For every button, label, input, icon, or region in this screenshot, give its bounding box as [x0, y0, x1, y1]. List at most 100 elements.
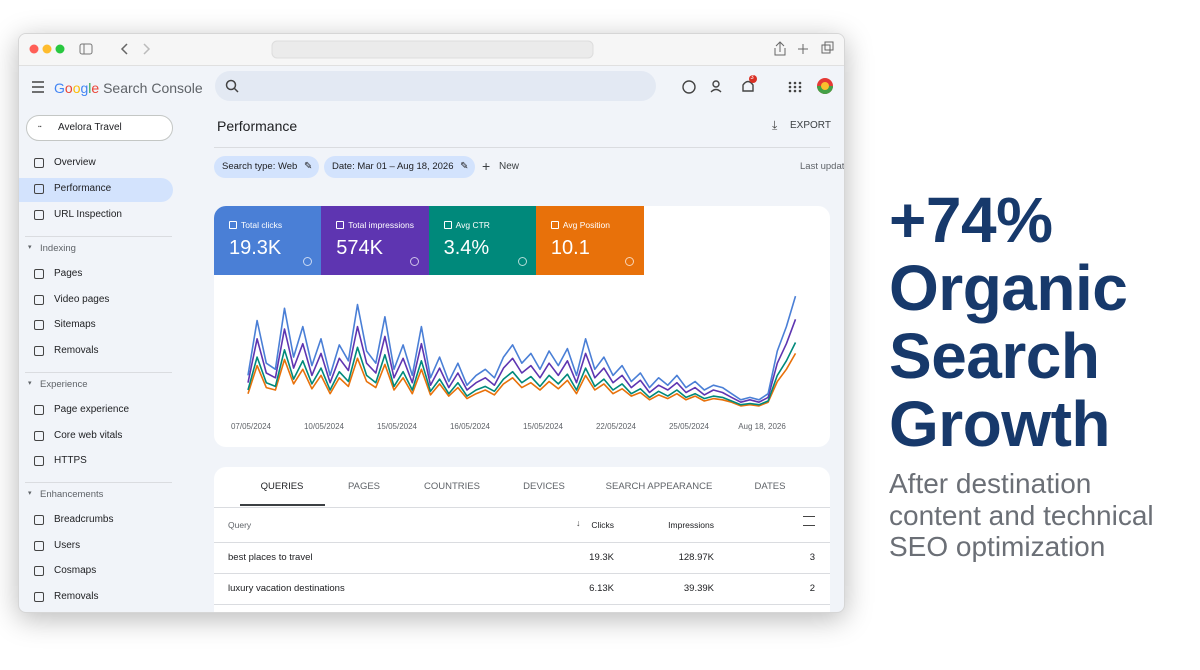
- property-selector[interactable]: ▪▪ Avelora Travel: [26, 115, 173, 141]
- divider: [214, 573, 830, 574]
- table-cell: best places to travel: [228, 552, 313, 563]
- metric-help: [410, 257, 420, 266]
- nav-icon: [34, 294, 44, 305]
- app-bar-icons: [32, 71, 833, 101]
- brand: Google: [54, 80, 99, 96]
- nav-divider: [25, 236, 172, 237]
- headline-line: Search: [889, 320, 1100, 392]
- nav-item[interactable]: Core web vitals: [54, 429, 123, 441]
- nav-item[interactable]: Page experience: [54, 404, 130, 416]
- nav-section-title: Indexing: [40, 243, 76, 254]
- export-icon: ⤓: [772, 118, 778, 132]
- divider: [214, 604, 830, 605]
- table-card: QUERIES PAGES COUNTRIES DEVICES SEARCH APPEA…: [214, 467, 830, 612]
- nav-item[interactable]: HTTPS: [54, 455, 87, 467]
- headline-line: Organic: [889, 252, 1128, 324]
- nav-icon: [34, 540, 44, 551]
- nav-icon: [34, 566, 44, 577]
- nav-section-title: Enhancements: [40, 489, 104, 500]
- toolbar-icons: [29, 40, 834, 59]
- metric-card[interactable]: Avg Position 10.1: [535, 206, 644, 275]
- new-filter[interactable]: New: [499, 161, 520, 172]
- last-updated: Last updated: 3 hours ago: [800, 161, 845, 172]
- metric-checkbox: [443, 221, 452, 229]
- table-cell: 128.97K: [678, 552, 714, 563]
- filter-chip[interactable]: Search type: Web ✎: [214, 156, 320, 178]
- nav-section-caret: ▾: [28, 244, 32, 251]
- headline-line: Growth: [889, 388, 1110, 460]
- nav-section-caret: ▾: [28, 380, 32, 387]
- property-name: Avelora Travel: [58, 122, 122, 133]
- filter-icon: [803, 516, 815, 526]
- tab[interactable]: PAGES: [347, 481, 381, 492]
- metric-card[interactable]: Total clicks 19.3K: [214, 206, 322, 275]
- nav-item[interactable]: Removals: [54, 344, 99, 356]
- metric-help: [303, 257, 312, 266]
- metric-label: Avg CTR: [455, 220, 490, 230]
- nav-item[interactable]: Cosmaps: [54, 565, 97, 577]
- metric-value: 574K: [336, 237, 384, 259]
- brand-letter: o: [72, 80, 81, 96]
- nav-divider: [25, 482, 172, 483]
- nav-item[interactable]: Performance: [54, 183, 112, 194]
- nav-icon: [34, 158, 44, 168]
- metric-label: Total clicks: [241, 220, 283, 230]
- table-cell: 2: [809, 583, 815, 594]
- nav-icon: [34, 184, 44, 194]
- metric-value: 3.4%: [443, 237, 490, 259]
- nav-item[interactable]: Sitemaps: [54, 319, 96, 331]
- table-cell: 6.13K: [589, 583, 614, 594]
- metric-value: 10.1: [550, 237, 590, 259]
- tab[interactable]: QUERIES: [260, 481, 304, 492]
- tab[interactable]: DATES: [754, 481, 786, 492]
- metric-checkbox: [550, 221, 559, 229]
- nav-icon: [34, 515, 44, 526]
- brand-letter: e: [91, 80, 100, 96]
- nav-icon: [34, 269, 44, 280]
- nav-item[interactable]: URL Inspection: [54, 209, 122, 220]
- divider: [214, 542, 830, 543]
- export-button[interactable]: EXPORT: [790, 120, 831, 131]
- nav-item[interactable]: Removals: [54, 590, 99, 602]
- column-header[interactable]: Impressions: [668, 520, 714, 530]
- subtitle-line: content and technical: [889, 499, 1154, 531]
- metric-label: Avg Position: [562, 220, 610, 230]
- nav-section-caret: ▾: [28, 490, 32, 497]
- sort-arrow: ↓: [576, 518, 581, 528]
- nav-icon: [34, 405, 44, 416]
- table-cell: 3: [809, 552, 815, 563]
- divider: [214, 507, 830, 508]
- subtitle-line: After destination: [889, 468, 1092, 499]
- brand-letter: o: [64, 80, 73, 96]
- metric-checkbox: [229, 221, 237, 229]
- nav-item[interactable]: Pages: [54, 268, 83, 280]
- nav-section-title: Experience: [40, 379, 88, 390]
- divider: [214, 147, 830, 148]
- column-header[interactable]: Clicks: [591, 520, 614, 530]
- nav-item[interactable]: Video pages: [54, 293, 110, 305]
- edit-icon: ✎: [303, 161, 313, 172]
- browser-toolbar: [19, 34, 844, 66]
- nav-item[interactable]: Overview: [54, 157, 96, 168]
- nav-icon: [34, 320, 44, 331]
- new-filter-icon: +: [482, 158, 491, 174]
- tab[interactable]: COUNTRIES: [424, 481, 480, 492]
- edit-icon: ✎: [460, 161, 469, 172]
- tab[interactable]: DEVICES: [523, 481, 565, 492]
- tab-underline: [240, 504, 325, 506]
- metric-card[interactable]: Total impressions 574K: [321, 206, 430, 275]
- notification-count: 3: [750, 75, 754, 81]
- nav-item[interactable]: Users: [54, 539, 81, 551]
- brand-letter: g: [80, 80, 89, 96]
- filter-chip[interactable]: Date: Mar 01 – Aug 18, 2026 ✎: [324, 156, 476, 178]
- metric-value: 19.3K: [229, 237, 282, 259]
- logo: Google Search Console: [54, 79, 203, 97]
- metric-card[interactable]: Avg CTR 3.4%: [428, 206, 537, 275]
- nav-item[interactable]: Breadcrumbs: [54, 514, 114, 526]
- table-cell: luxury vacation destinations: [228, 583, 345, 594]
- nav-icon: [34, 591, 44, 602]
- product: Search Console: [103, 80, 203, 96]
- page-title: Performance: [217, 118, 298, 134]
- tab[interactable]: SEARCH APPEARANCE: [605, 481, 713, 492]
